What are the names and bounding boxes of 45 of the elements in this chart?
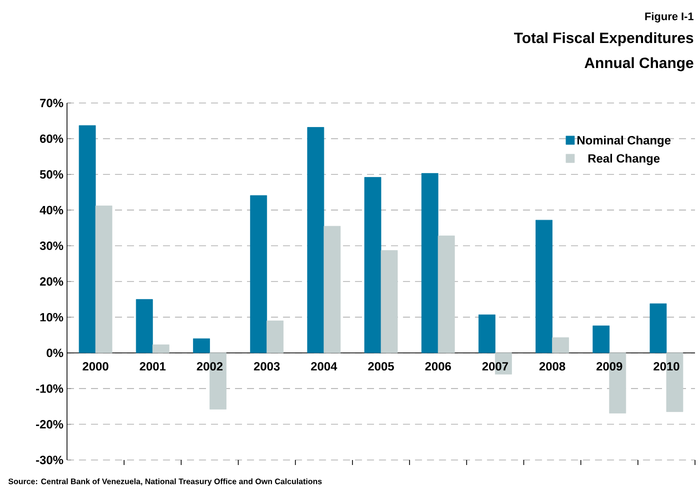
bar bbox=[421, 173, 438, 354]
y-tick-label: 60% bbox=[40, 134, 64, 143]
x-tick-label: 2002 bbox=[196, 362, 223, 371]
y-tick-label: 50% bbox=[40, 170, 64, 179]
legend-label: Real Change bbox=[588, 154, 660, 166]
x-tick-label: 2006 bbox=[425, 362, 451, 371]
x-tick-label: 2005 bbox=[368, 362, 394, 371]
x-tick-label: 2003 bbox=[254, 362, 280, 371]
y-tick-label: 10% bbox=[40, 312, 64, 322]
x-tick-label: 2001 bbox=[140, 362, 166, 371]
bar bbox=[552, 337, 569, 354]
bar bbox=[152, 344, 170, 354]
x-tick-label: 2004 bbox=[311, 362, 338, 371]
y-tick-label: 30% bbox=[40, 242, 64, 250]
x-tick-label: 2000 bbox=[82, 362, 108, 371]
y-tick-label: 0% bbox=[46, 348, 64, 358]
bar bbox=[193, 338, 210, 354]
y-tick-label: -20% bbox=[36, 420, 64, 429]
bar bbox=[536, 220, 552, 354]
bar bbox=[478, 314, 496, 354]
bar bbox=[364, 177, 382, 354]
y-tick-label: 40% bbox=[40, 206, 64, 214]
bar bbox=[438, 236, 455, 354]
bar bbox=[250, 195, 268, 354]
x-tick-label: 2010 bbox=[654, 362, 680, 371]
x-tick-label: 2008 bbox=[539, 362, 566, 371]
x-tick-label: 2009 bbox=[596, 362, 622, 371]
bar bbox=[307, 127, 324, 354]
bar bbox=[266, 320, 284, 354]
text: Figure I-1 bbox=[645, 12, 694, 22]
bar bbox=[78, 125, 96, 354]
y-tick-label: -30% bbox=[36, 456, 64, 464]
bar bbox=[380, 250, 398, 354]
chart-subtitle: Annual Change bbox=[584, 57, 694, 72]
chart-title: Total Fiscal Expenditures bbox=[514, 32, 694, 46]
y-tick-label: -10% bbox=[36, 384, 64, 393]
bar bbox=[650, 303, 667, 354]
x-tick-label: 2007 bbox=[482, 362, 508, 371]
bar bbox=[592, 326, 610, 354]
bar bbox=[95, 206, 112, 354]
y-tick-label: 70% bbox=[40, 98, 64, 108]
bar bbox=[136, 299, 153, 354]
y-tick-label: 20% bbox=[40, 277, 64, 286]
legend-label: Nominal Change bbox=[577, 136, 671, 147]
bar bbox=[324, 226, 341, 354]
